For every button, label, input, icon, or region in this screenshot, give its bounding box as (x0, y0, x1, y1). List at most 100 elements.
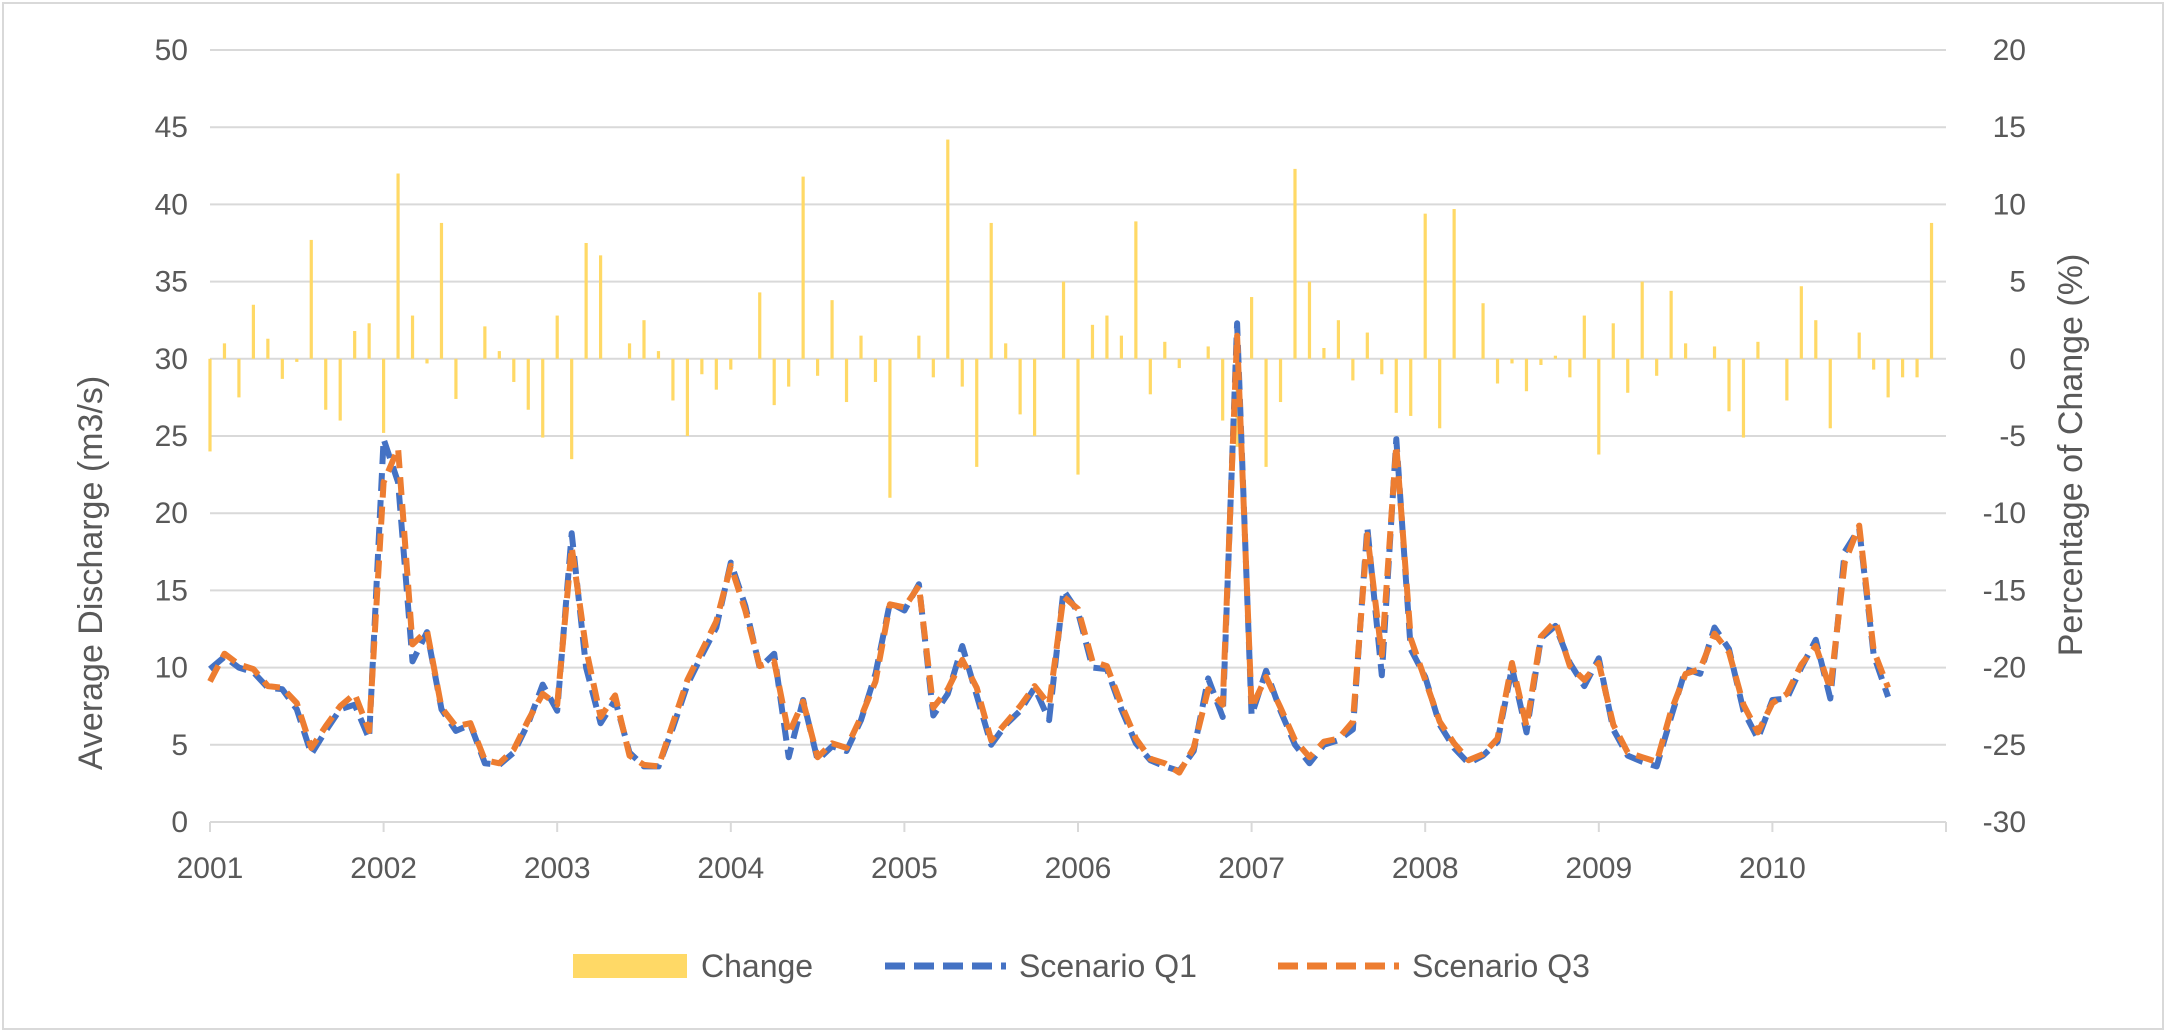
change-bar (1712, 346, 1717, 359)
change-bar (1553, 355, 1557, 359)
change-bars (208, 139, 1934, 498)
change-bar (1669, 290, 1673, 359)
change-bar (844, 358, 849, 403)
x-tick-label: 2009 (1565, 852, 1632, 885)
change-bar (295, 358, 299, 362)
x-tick-label: 2006 (1045, 852, 1112, 885)
change-bar (396, 173, 400, 359)
change-bar (425, 358, 429, 364)
x-tick-label: 2002 (350, 852, 417, 885)
change-bar (222, 343, 227, 359)
change-bar (1886, 358, 1890, 398)
change-bar (1438, 358, 1442, 429)
change-bar (700, 358, 704, 375)
change-bar (1495, 358, 1500, 384)
change-bar (1915, 358, 1919, 378)
change-bar (1307, 281, 1312, 359)
change-bar (1799, 286, 1803, 359)
change-bar (642, 320, 646, 359)
change-bar (1365, 332, 1369, 359)
change-bar (1163, 341, 1167, 359)
change-bar (787, 358, 791, 387)
change-bar (1828, 358, 1832, 429)
change-bar (1278, 358, 1283, 403)
y-right-axis-title: Percentage of Change (%) (2052, 254, 2090, 657)
change-bar (599, 255, 603, 359)
y-right-tick-label: -20 (1983, 652, 2026, 685)
legend-label-change: Change (701, 948, 813, 984)
change-bar (1221, 358, 1225, 421)
y-right-tick-label: -25 (1983, 729, 2026, 762)
change-bar (1929, 222, 1934, 359)
change-bar (1901, 358, 1905, 378)
x-tick-label: 2008 (1392, 852, 1459, 885)
change-bar (1177, 358, 1181, 369)
change-bar (309, 239, 313, 359)
y-left-tick-label: 35 (155, 266, 188, 299)
change-bar (1250, 297, 1254, 359)
change-bar (410, 315, 415, 359)
scenario-q1-line (208, 320, 1891, 774)
change-bar (1380, 358, 1384, 375)
change-bar (338, 358, 342, 421)
change-bar (526, 358, 530, 410)
axes: 0 -30 5 -25 10 -20 15 -15 20 -10 25 -5 30 0 35 5 40 10 45 1… (155, 34, 2026, 885)
change-bar (570, 358, 574, 460)
change-bar (917, 335, 921, 359)
change-bar (1076, 358, 1080, 475)
legend-swatch-change (573, 954, 687, 978)
x-tick-label: 2001 (177, 852, 244, 885)
change-bar (1322, 347, 1326, 359)
change-bar (931, 358, 935, 378)
change-bar (1727, 358, 1731, 412)
y-left-tick-label: 50 (155, 34, 188, 67)
y-right-tick-label: 15 (1993, 111, 2026, 144)
change-bar (1814, 320, 1818, 359)
change-bar (1409, 358, 1413, 416)
change-bar (1626, 358, 1630, 393)
change-bar (1756, 341, 1760, 359)
change-bar (1524, 358, 1529, 392)
change-bar (1336, 320, 1340, 359)
change-bar (859, 335, 863, 359)
change-bar (758, 292, 762, 359)
change-bar (975, 358, 979, 467)
y-left-tick-label: 40 (155, 188, 188, 221)
y-right-tick-label: 0 (2009, 343, 2026, 376)
change-bar (888, 358, 892, 498)
change-bar (830, 300, 834, 359)
change-bar (541, 358, 545, 438)
change-bar (816, 358, 820, 376)
change-bar (656, 351, 661, 359)
change-bar (1293, 168, 1297, 359)
change-bar (512, 358, 516, 382)
change-bar (1684, 343, 1688, 359)
change-bar (1640, 281, 1644, 359)
change-bar (685, 358, 689, 436)
change-bar (1018, 358, 1022, 415)
change-bar (1655, 358, 1659, 376)
change-bar (946, 139, 950, 359)
change-bar (1611, 323, 1615, 359)
change-bar (801, 176, 805, 359)
change-bar (251, 304, 255, 359)
change-bar (382, 358, 386, 433)
y-left-tick-label: 15 (155, 574, 188, 607)
legend-label-q1: Scenario Q1 (1019, 948, 1197, 984)
y-left-tick-label: 45 (155, 111, 188, 144)
x-tick-label: 2010 (1739, 852, 1806, 885)
change-bar (1206, 346, 1210, 359)
change-bar (960, 358, 964, 387)
change-bar (266, 338, 270, 359)
change-bar (483, 326, 487, 359)
change-bar (1061, 281, 1066, 359)
change-bar (1452, 209, 1456, 359)
change-bar (772, 358, 776, 406)
change-bar (324, 358, 328, 410)
change-bar (989, 222, 993, 359)
change-bar (454, 358, 458, 399)
change-bar (1582, 315, 1586, 359)
change-bar (367, 323, 371, 359)
